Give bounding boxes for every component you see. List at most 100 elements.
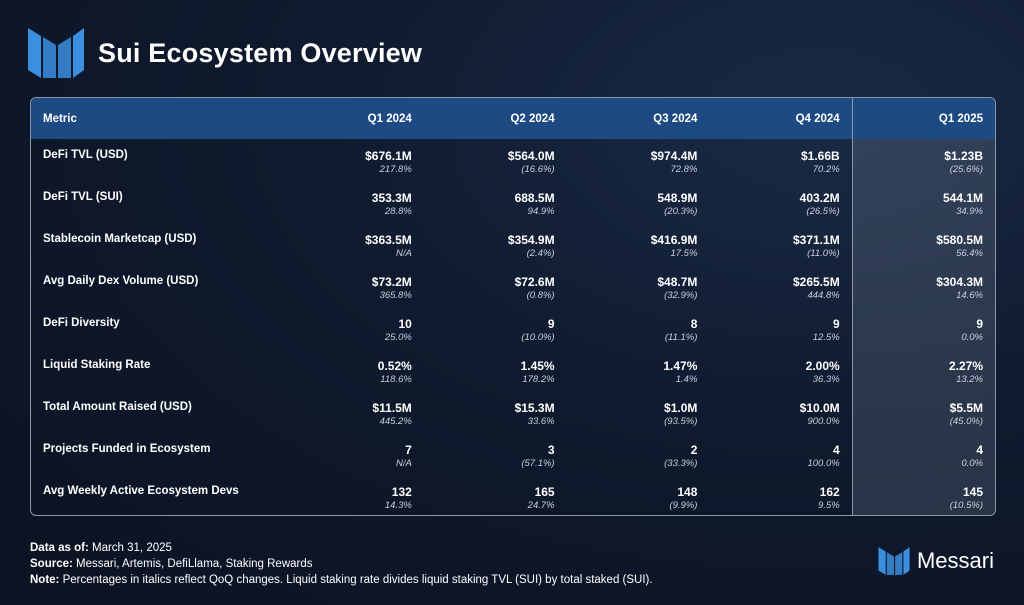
table-cell: 403.2M (26.5%) <box>709 185 852 227</box>
table-row: DeFi Diversity 10 25.0% 9 (10.0%) 8 (11.1%) 9 12… <box>31 311 995 353</box>
metric-label: Avg Weekly Active Ecosystem Devs <box>43 485 239 497</box>
table-cell: $10.0M 900.0% <box>709 395 852 437</box>
cell-qoq-change: (57.1%) <box>521 458 555 469</box>
cell-qoq-change: 0.0% <box>961 332 983 343</box>
metric-label: DeFi TVL (SUI) <box>43 191 123 203</box>
cell-value: 9 <box>833 317 840 331</box>
table-cell: 2 (33.3%) <box>567 437 710 479</box>
cell-qoq-change: 365.8% <box>379 290 412 301</box>
footer-notes: Data as of: March 31, 2025 Source: Messa… <box>30 540 653 588</box>
table-cell: 8 (11.1%) <box>567 311 710 353</box>
column-header-q1-2025: Q1 2025 <box>851 98 995 139</box>
cell-qoq-change: 72.8% <box>670 164 698 175</box>
cell-value: $676.1M <box>365 149 412 163</box>
cell-value: $416.9M <box>650 233 698 247</box>
metric-label: Liquid Staking Rate <box>43 359 151 371</box>
cell-qoq-change: 900.0% <box>807 416 840 427</box>
table-cell: $416.9M 17.5% <box>567 227 710 269</box>
cell-value: 544.1M <box>942 191 983 205</box>
table-cell: $974.4M 72.8% <box>567 139 710 185</box>
cell-qoq-change: 94.9% <box>527 206 555 217</box>
cell-value: 7 <box>405 443 412 457</box>
table-cell: 3 (57.1%) <box>424 437 567 479</box>
cell-value: 3 <box>547 443 555 457</box>
cell-value: $371.1M <box>792 233 840 247</box>
cell-qoq-change: N/A <box>395 248 412 259</box>
table-cell: $48.7M (32.9%) <box>567 269 710 311</box>
page-header: Sui Ecosystem Overview <box>28 26 422 80</box>
cell-qoq-change: 0.0% <box>961 458 983 469</box>
cell-qoq-change: (10.5%) <box>949 500 983 511</box>
cell-qoq-change: 14.3% <box>384 500 412 511</box>
messari-logo-icon <box>28 28 84 78</box>
table-cell: 9 0.0% <box>851 311 995 353</box>
cell-qoq-change: 12.5% <box>812 332 840 343</box>
table-cell: 10 25.0% <box>281 311 424 353</box>
column-header-metric: Metric <box>43 112 77 125</box>
table-cell: $304.3M 14.6% <box>851 269 995 311</box>
cell-value: $73.2M <box>371 275 412 289</box>
cell-value: 8 <box>690 317 698 331</box>
cell-value: 2 <box>690 443 698 457</box>
table-row: DeFi TVL (SUI) 353.3M 28.8% 688.5M 94.9% 548.… <box>31 185 995 227</box>
table-cell: $580.5M 56.4% <box>851 227 995 269</box>
table-cell: 9 (10.0%) <box>424 311 567 353</box>
brand-name: Messari <box>916 548 994 573</box>
cell-value: 688.5M <box>514 191 555 205</box>
cell-value: 548.9M <box>657 191 698 205</box>
metrics-table-container: Metric Q1 2024 Q2 2024 Q3 2024 Q4 2024 Q… <box>30 97 996 516</box>
table-cell: 4 100.0% <box>709 437 852 479</box>
table-cell: 145 (10.5%) <box>851 479 995 515</box>
cell-qoq-change: (9.9%) <box>669 500 698 511</box>
messari-logo-icon <box>878 547 910 575</box>
cell-value: $363.5M <box>365 233 412 247</box>
cell-value: 2.00% <box>805 359 840 373</box>
table-row: Total Amount Raised (USD) $11.5M 445.2% $15… <box>31 395 995 437</box>
footer-note: Note: Percentages in italics reflect QoQ… <box>30 574 653 586</box>
cell-qoq-change: N/A <box>395 458 412 469</box>
cell-qoq-change: 178.2% <box>522 374 555 385</box>
table-cell: 165 24.7% <box>424 479 567 515</box>
cell-qoq-change: 1.4% <box>675 374 698 385</box>
cell-value: 9 <box>976 317 983 331</box>
table-cell: $72.6M (0.8%) <box>424 269 567 311</box>
cell-value: 165 <box>534 485 555 499</box>
table-cell: $1.0M (93.5%) <box>567 395 710 437</box>
table-cell: $1.23B (25.6%) <box>851 139 995 185</box>
cell-value: $304.3M <box>936 275 983 289</box>
column-header-q2-2024: Q2 2024 <box>510 112 555 125</box>
cell-value: $1.23B <box>944 149 983 163</box>
metric-label: DeFi Diversity <box>43 317 120 329</box>
table-cell: 4 0.0% <box>851 437 995 479</box>
cell-value: $15.3M <box>514 401 555 415</box>
cell-qoq-change: 70.2% <box>812 164 840 175</box>
page-title: Sui Ecosystem Overview <box>98 37 423 68</box>
table-cell: 544.1M 34.9% <box>851 185 995 227</box>
table-cell: 9 12.5% <box>709 311 852 353</box>
table-cell: 353.3M 28.8% <box>281 185 424 227</box>
footer-source: Source: Messari, Artemis, DefiLlama, Sta… <box>30 558 313 570</box>
cell-value: $72.6M <box>514 275 555 289</box>
cell-value: $11.5M <box>372 401 412 415</box>
table-cell: 2.27% 13.2% <box>851 353 995 395</box>
column-header-q4-2024: Q4 2024 <box>795 112 840 125</box>
footer-data-as-of: Data as of: March 31, 2025 <box>30 542 172 554</box>
metric-label: Stablecoin Marketcap (USD) <box>43 233 197 245</box>
cell-qoq-change: 34.9% <box>956 206 983 217</box>
cell-value: 10 <box>398 317 412 331</box>
cell-qoq-change: (11.0%) <box>807 248 840 259</box>
cell-value: 148 <box>677 485 698 499</box>
cell-qoq-change: 28.8% <box>384 206 412 217</box>
cell-qoq-change: (20.3%) <box>664 206 698 217</box>
cell-value: 353.3M <box>371 191 412 205</box>
cell-qoq-change: 33.6% <box>527 416 555 427</box>
table-cell: $363.5M N/A <box>281 227 424 269</box>
table-row: Projects Funded in Ecosystem 7 N/A 3 (57.1%)… <box>31 437 995 479</box>
table-cell: 2.00% 36.3% <box>709 353 852 395</box>
cell-qoq-change: (33.3%) <box>664 458 698 469</box>
table-header-row: Metric Q1 2024 Q2 2024 Q3 2024 Q4 2024 Q… <box>31 98 995 139</box>
table-cell: 1.45% 178.2% <box>424 353 567 395</box>
cell-qoq-change: (93.5%) <box>664 416 698 427</box>
cell-qoq-change: (25.6%) <box>949 164 983 175</box>
cell-value: $10.0M <box>799 401 840 415</box>
